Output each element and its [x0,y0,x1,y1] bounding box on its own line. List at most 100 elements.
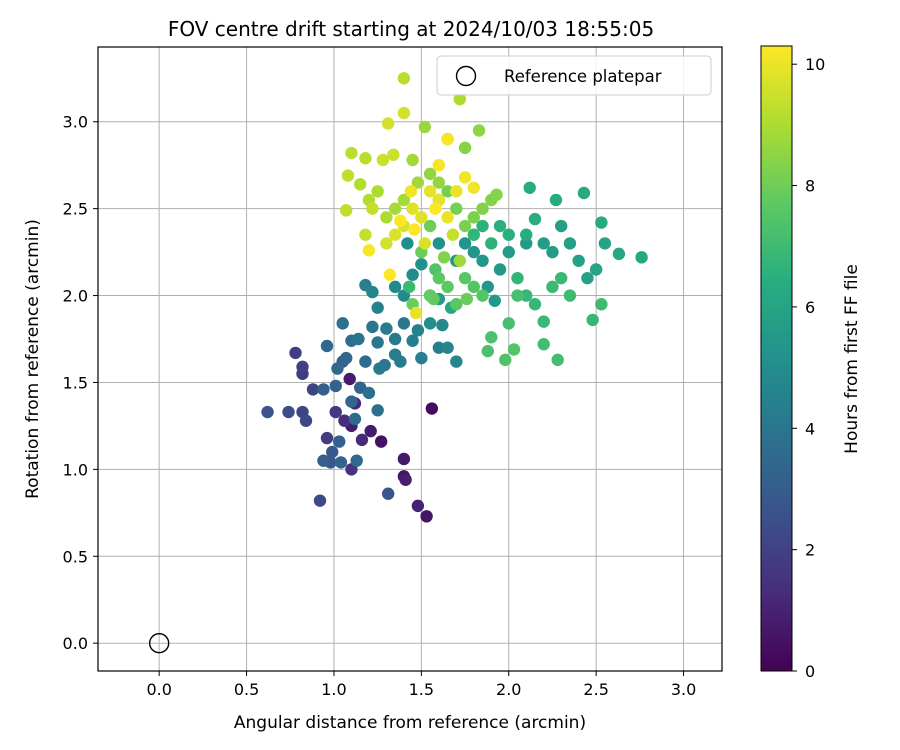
data-point [345,146,358,160]
data-point [388,280,402,294]
data-point [481,344,494,358]
data-point [388,348,402,361]
data-point [341,169,355,182]
data-point [397,106,411,120]
data-point [381,117,395,130]
data-point [546,245,559,259]
data-point [359,152,372,165]
y-axis-ticks: 0.0 0.5 1.0 1.5 2.0 2.5 3.0 [63,113,98,653]
data-point [404,185,418,198]
colorbar-tick-label: 10 [805,55,825,74]
data-point [418,237,432,250]
data-point [441,280,454,294]
reference-marker [148,632,170,654]
data-point [380,211,393,224]
x-tick-label: 3.0 [671,680,696,699]
data-point [411,176,425,189]
data-point [381,487,395,500]
data-point [397,317,411,330]
data-point [458,237,472,250]
data-point [549,193,563,207]
data-point [326,445,339,459]
data-point [563,237,577,250]
data-point [371,301,384,314]
y-tick-label: 1.0 [63,460,88,479]
legend-box [436,55,712,96]
data-point [420,510,433,523]
data-point [406,153,419,167]
data-point [371,404,384,417]
data-point [446,228,460,241]
data-point [282,405,295,419]
colorbar-tick-label: 0 [805,662,815,681]
data-point [554,219,568,233]
data-point [355,433,369,447]
x-tick-label: 1.0 [321,680,346,699]
data-point [423,317,437,330]
data-point [388,228,402,241]
x-tick-label: 0.0 [146,680,171,699]
data-point [537,338,550,351]
data-point [502,245,515,259]
data-point [598,237,612,250]
data-point [528,298,542,311]
data-point [402,280,416,294]
data-point [415,258,428,271]
data-point [366,320,379,334]
x-tick-label: 0.5 [234,680,259,699]
x-tick-label: 2.5 [583,680,608,699]
data-point [380,322,393,335]
colorbar-label: Hours from first FF file [842,264,862,454]
colorbar-ticks: 0 2 4 6 8 10 [792,55,825,681]
data-point [432,237,446,250]
data-point [523,181,536,194]
data-point [460,292,474,306]
data-point [411,499,425,513]
data-point [383,268,397,281]
data-point [467,211,480,224]
data-point [289,346,302,360]
data-point [345,395,358,408]
data-point [306,383,320,396]
data-point [333,435,346,448]
data-point [551,353,564,367]
data-point [397,193,411,207]
data-point [635,251,648,264]
data-point [423,185,437,198]
data-point [406,202,419,215]
data-point [359,228,372,241]
data-point [586,313,599,327]
data-point [453,254,467,267]
data-point [528,212,542,226]
x-tick-label: 2.0 [496,680,521,699]
data-point [261,405,274,419]
data-point [563,289,577,302]
y-axis-label: Rotation from reference (arcmin) [23,219,43,499]
data-point [612,247,626,261]
data-point [493,219,507,233]
data-point [476,202,489,215]
colorbar-tick-label: 8 [805,177,815,196]
data-point [554,271,568,285]
legend-label: Reference platepar [504,67,662,86]
data-point [537,237,550,250]
data-point [467,228,480,241]
data-point [511,289,524,302]
data-point [350,454,363,467]
colorbar-tick-label: 4 [805,419,815,438]
data-point [432,176,446,189]
data-point [313,494,327,507]
data-point [436,318,449,332]
data-point [423,219,437,233]
data-point [394,214,407,228]
data-point [380,237,393,250]
data-point [359,355,372,368]
y-tick-label: 0.5 [63,547,88,566]
data-point [348,412,362,426]
data-point [317,454,330,467]
data-point [334,456,348,469]
data-point [458,271,472,285]
data-point [546,280,559,294]
plot-frame [97,46,723,672]
data-point [427,292,440,306]
